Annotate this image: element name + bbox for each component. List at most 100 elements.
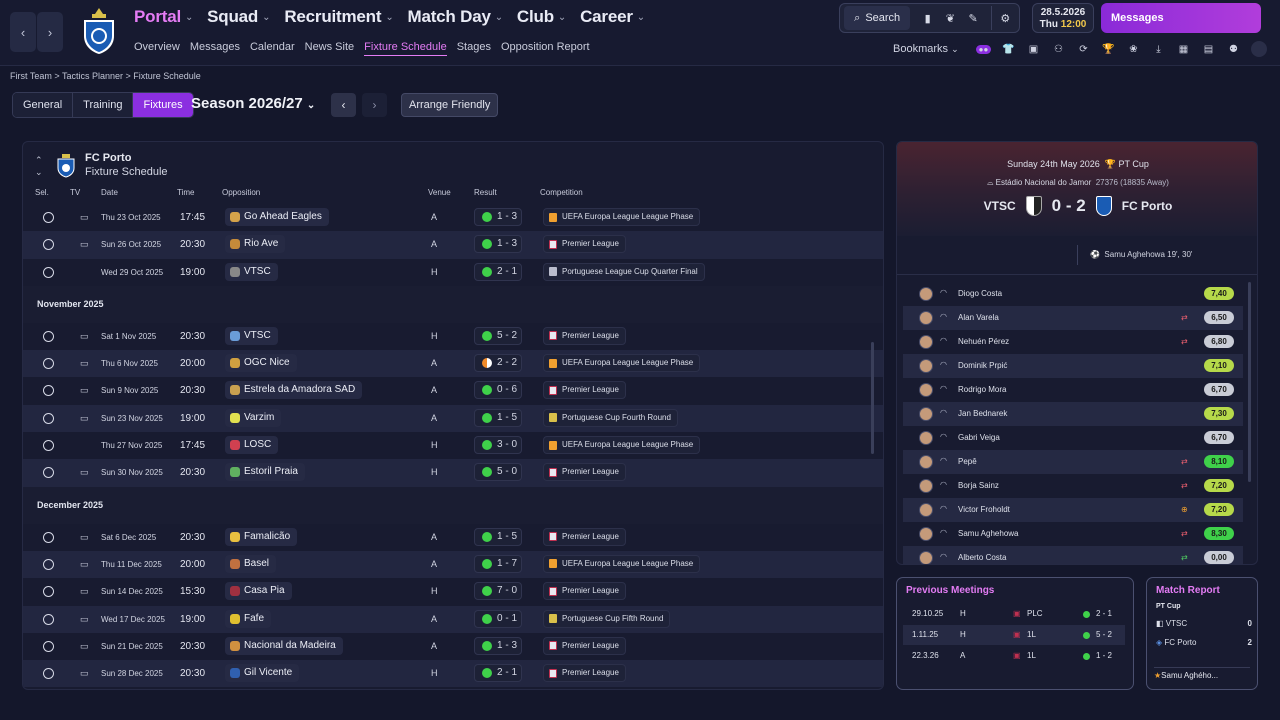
result-button[interactable]: 2 - 2	[474, 354, 522, 373]
select-radio[interactable]	[43, 440, 54, 452]
select-radio[interactable]	[43, 467, 54, 479]
opponent-link[interactable]: LOSC	[225, 436, 279, 455]
select-radio[interactable]	[43, 330, 54, 342]
next-season-button[interactable]: ›	[362, 93, 387, 117]
subnav-messages[interactable]: Messages	[189, 41, 240, 53]
subnav-opposition-report[interactable]: Opposition Report	[500, 41, 590, 53]
opponent-link[interactable]: VTSC	[225, 262, 278, 281]
opponent-link[interactable]: Go Ahead Eagles	[225, 208, 329, 226]
quick-link-tactics[interactable]: ▣	[1023, 39, 1044, 59]
result-button[interactable]: 2 - 1	[474, 664, 522, 683]
opponent-link[interactable]: Basel	[225, 554, 277, 573]
fixture-row[interactable]: ▭ Thu 6 Nov 2025 20:00 OGC Nice A 2 - 2 UEFA E…	[23, 350, 883, 378]
meeting-row[interactable]: 29.10.25 H ▣ PLC 2 - 1	[903, 604, 1125, 624]
subnav-news-site[interactable]: News Site	[304, 41, 355, 53]
opponent-link[interactable]: Estoril Praia	[225, 463, 305, 482]
column-time[interactable]: Time	[177, 188, 195, 197]
previous-season-button[interactable]: ‹	[331, 93, 356, 117]
opponent-link[interactable]: Varzim	[225, 408, 282, 427]
result-button[interactable]: 1 - 7	[474, 554, 522, 573]
match-report-card[interactable]: Match Report PT Cup ◧ VTSC 0 ◈ FC Porto …	[1146, 577, 1258, 690]
bookmarks-dropdown[interactable]: Bookmarks ⌄	[893, 43, 959, 55]
player-row[interactable]: ◠ Samu Aghehowa ⇄ 8,30	[903, 522, 1243, 546]
player-row[interactable]: ◠ Rodrigo Mora 6,70	[903, 378, 1243, 402]
tab-fixtures[interactable]: Fixtures	[133, 93, 193, 117]
select-radio[interactable]	[43, 613, 54, 625]
opponent-link[interactable]: Nacional da Madeira	[225, 636, 343, 655]
select-radio[interactable]	[43, 640, 54, 652]
competition-link[interactable]: Premier League	[543, 636, 626, 655]
result-button[interactable]: 0 - 1	[474, 609, 522, 628]
player-row[interactable]: ◠ Jan Bednarek 7,30	[903, 402, 1243, 426]
scrollbar[interactable]	[871, 342, 874, 454]
result-button[interactable]: 1 - 3	[474, 208, 522, 226]
column-date[interactable]: Date	[101, 188, 118, 197]
meeting-row[interactable]: 22.3.26 A ▣ 1L 1 - 2	[903, 646, 1125, 666]
nav-club[interactable]: Club ⌄	[517, 7, 566, 27]
result-button[interactable]: 1 - 5	[474, 527, 522, 546]
quick-link-chat[interactable]: ●●	[973, 39, 994, 59]
select-radio[interactable]	[43, 558, 54, 570]
fixture-row[interactable]: ▭ Sun 21 Dec 2025 20:30 Nacional da Madeira…	[23, 633, 883, 660]
competition-link[interactable]: Premier League	[543, 463, 626, 482]
quick-link-kit[interactable]: 👕	[998, 39, 1019, 59]
select-radio[interactable]	[43, 358, 54, 370]
player-row[interactable]: ◠ Alan Varela ⇄ 6,50	[903, 306, 1243, 330]
fixture-row[interactable]: ▭ Thu 11 Dec 2025 20:00 Basel A 1 - 7 UEFA Eur…	[23, 550, 883, 579]
nav-squad[interactable]: Squad ⌄	[207, 7, 270, 27]
column-venue[interactable]: Venue	[428, 188, 451, 197]
competition-link[interactable]: Premier League	[543, 527, 626, 546]
opponent-link[interactable]: Estrela da Amadora SAD	[225, 381, 363, 400]
nav-recruitment[interactable]: Recruitment ⌄	[284, 7, 393, 27]
result-button[interactable]: 5 - 2	[474, 326, 522, 345]
tab-training[interactable]: Training	[73, 93, 134, 117]
competition-link[interactable]: Portuguese Cup Fourth Round	[543, 408, 678, 427]
fixture-row[interactable]: ▭ Thu 23 Oct 2025 17:45 Go Ahead Eagles A 1 -…	[23, 204, 883, 231]
season-dropdown[interactable]: Season 2026/27 ⌄	[191, 95, 315, 112]
game-date-button[interactable]: 28.5.2026 Thu 12:00	[1032, 3, 1094, 33]
fixture-row[interactable]: ▭ Sat 1 Nov 2025 20:30 VTSC H 5 - 2 Premier Le…	[23, 323, 883, 350]
nav-match-day[interactable]: Match Day ⌄	[408, 7, 504, 27]
competition-link[interactable]: Premier League	[543, 235, 626, 254]
column-tv[interactable]: TV	[70, 188, 81, 197]
arrange-friendly-button[interactable]: Arrange Friendly	[401, 93, 499, 117]
fixture-row[interactable]: ▭ Sat 6 Dec 2025 20:30 Famalicão A 1 - 5 Premi…	[23, 524, 883, 551]
notebook-button[interactable]: ▮	[916, 6, 939, 30]
select-radio[interactable]	[43, 531, 54, 543]
select-radio[interactable]	[43, 266, 54, 278]
subnav-calendar[interactable]: Calendar	[249, 41, 295, 53]
tab-general[interactable]: General	[13, 93, 74, 117]
fixture-row[interactable]: ▭ Sun 26 Oct 2025 20:30 Rio Ave A 1 - 3 Premie…	[23, 231, 883, 259]
breadcrumb-item[interactable]: Tactics Planner	[61, 71, 123, 81]
opponent-link[interactable]: Fafe	[225, 609, 272, 628]
quick-link-schedule[interactable]: ▤	[1198, 39, 1219, 59]
meeting-row[interactable]: 1.11.25 H ▣ 1L 5 - 2	[903, 625, 1125, 645]
away-team[interactable]: FC Porto	[1121, 199, 1173, 213]
quick-link-calendar[interactable]: ▦	[1173, 39, 1194, 59]
result-button[interactable]: 0 - 6	[474, 381, 522, 400]
player-row[interactable]: ◠ Pepê ⇄ 8,10	[903, 450, 1243, 474]
competition-link[interactable]: UEFA Europa League League Phase	[543, 436, 701, 455]
competition-link[interactable]: Premier League	[543, 381, 626, 400]
edit-button[interactable]: ✎	[962, 6, 985, 30]
fixture-row[interactable]: ▭ Sun 23 Nov 2025 19:00 Varzim A 1 - 5 Portugu…	[23, 404, 883, 433]
opponent-link[interactable]: Casa Pia	[225, 582, 292, 601]
select-radio[interactable]	[43, 385, 54, 397]
competition-link[interactable]: Portuguese Cup Fifth Round	[543, 609, 671, 628]
strategy-button[interactable]: ❦	[939, 6, 962, 30]
competition-link[interactable]: Premier League	[543, 582, 626, 601]
opponent-link[interactable]: Rio Ave	[225, 235, 286, 254]
quick-link-users[interactable]: ⚉	[1223, 39, 1244, 59]
select-radio[interactable]	[43, 239, 54, 251]
player-row[interactable]: ◠ Nehuén Pérez ⇄ 6,80	[903, 330, 1243, 354]
back-button[interactable]: ‹	[10, 12, 36, 52]
result-button[interactable]: 1 - 3	[474, 235, 522, 254]
subnav-overview[interactable]: Overview	[134, 41, 180, 53]
settings-button[interactable]: ⚙	[990, 6, 1019, 30]
result-button[interactable]: 1 - 5	[474, 408, 522, 427]
search-button[interactable]: ⌕ Search	[844, 6, 911, 30]
player-row[interactable]: ◠ Gabri Veiga 6,70	[903, 426, 1243, 450]
player-row[interactable]: ◠ Dominik Prpić 7,10	[903, 354, 1243, 378]
opponent-link[interactable]: OGC Nice	[225, 354, 297, 373]
result-button[interactable]: 3 - 0	[474, 436, 522, 455]
